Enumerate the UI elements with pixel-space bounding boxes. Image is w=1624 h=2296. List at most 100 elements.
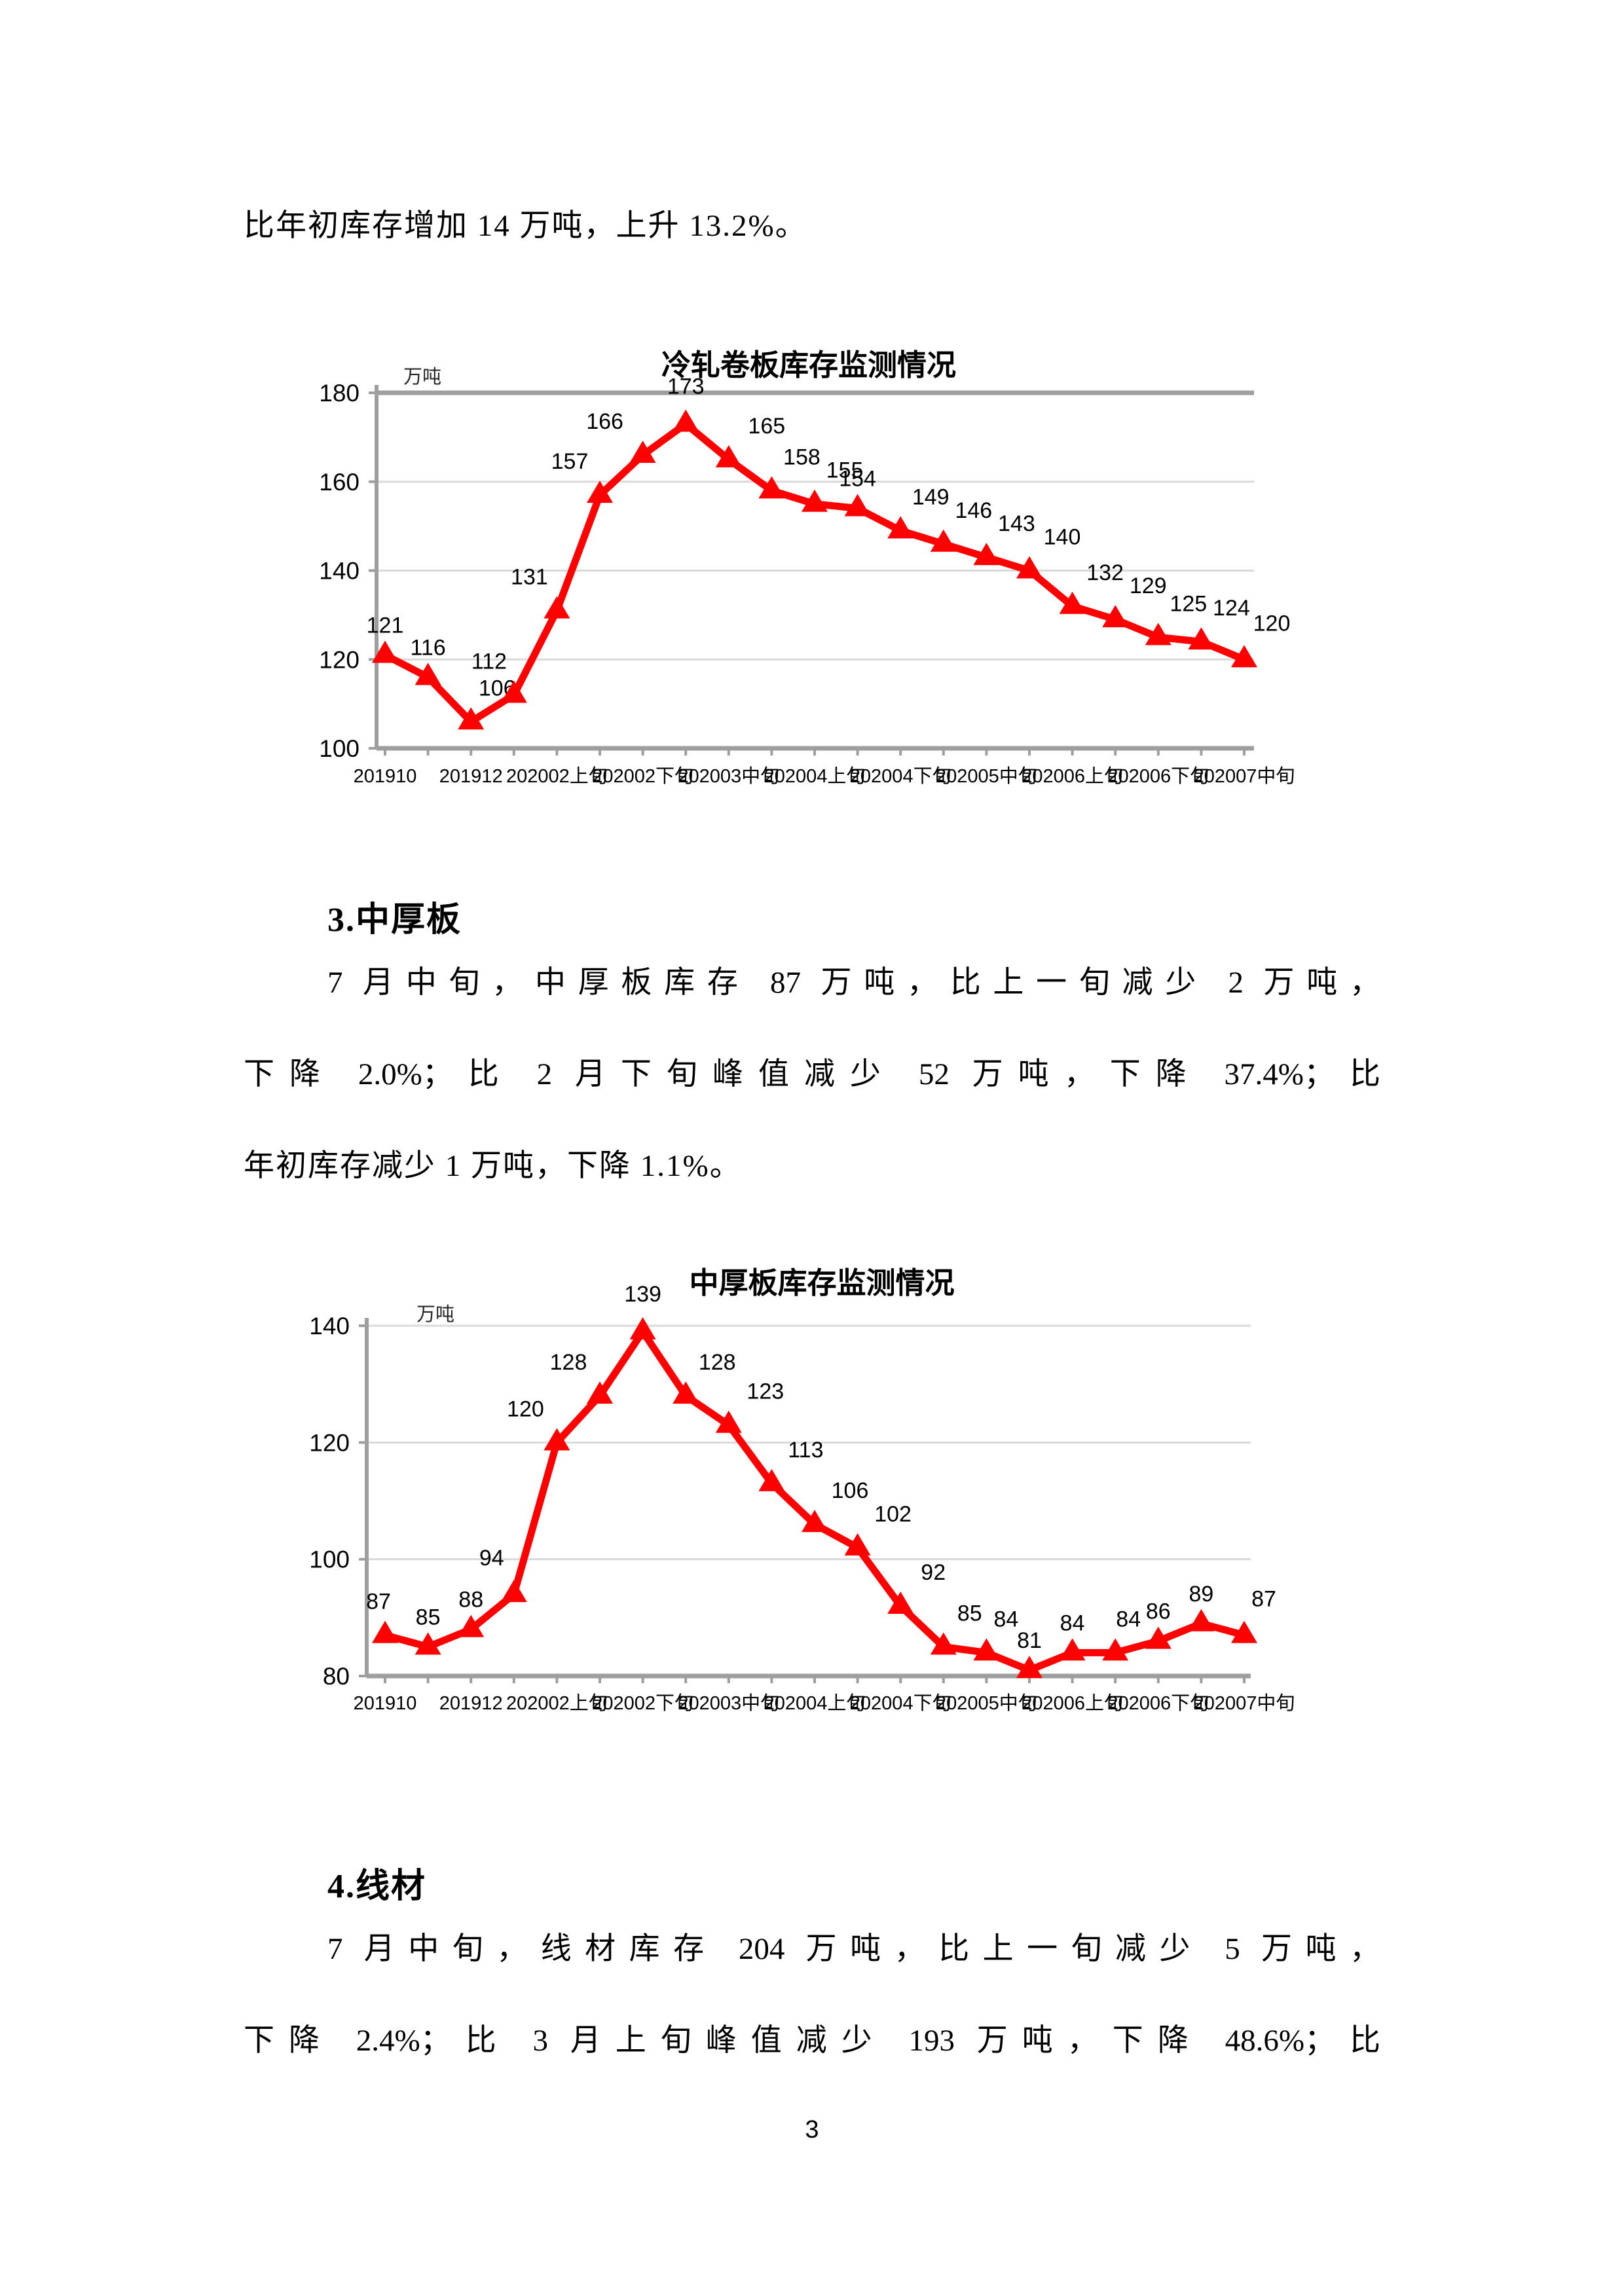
- data-line: [384, 1328, 1246, 1674]
- data-point-label: 128: [699, 1350, 736, 1375]
- data-point-label: 85: [957, 1601, 982, 1626]
- x-tick-label: 202006下旬: [1107, 765, 1209, 787]
- data-point-label: 85: [416, 1605, 441, 1630]
- data-point-marker: [930, 1632, 957, 1655]
- x-tick-label: 202003中旬: [678, 1692, 779, 1714]
- x-tick-label: 202003中旬: [678, 765, 779, 787]
- data-point-marker: [372, 640, 398, 663]
- y-axis-unit-label: 万吨: [416, 1303, 454, 1325]
- data-point-marker: [544, 596, 570, 619]
- data-point-label: 106: [832, 1478, 869, 1503]
- data-point-marker: [1059, 591, 1086, 614]
- data-point-marker: [758, 476, 785, 499]
- y-tick-label: 80: [323, 1663, 350, 1690]
- data-point-label: 128: [550, 1350, 587, 1375]
- data-point-marker: [544, 1428, 570, 1451]
- data-point-label: 173: [667, 374, 705, 399]
- data-point-label: 121: [367, 613, 404, 638]
- data-point-marker: [673, 1381, 699, 1404]
- data-point-label: 84: [1060, 1611, 1085, 1635]
- x-tick-label: 202004下旬: [850, 1692, 951, 1714]
- data-point-label: 157: [551, 449, 589, 474]
- chart-title: 冷轧卷板库存监测情况: [661, 348, 956, 382]
- data-point-marker: [973, 543, 1000, 566]
- data-point-marker: [758, 1468, 785, 1491]
- x-tick-label: 202006上旬: [1022, 1692, 1123, 1714]
- data-point-label: 88: [458, 1588, 483, 1613]
- data-point-marker: [1231, 1620, 1257, 1643]
- data-point-label: 140: [1044, 525, 1081, 550]
- data-point-marker: [1145, 623, 1172, 646]
- data-point-marker: [973, 1638, 1000, 1661]
- data-point-label: 84: [993, 1607, 1018, 1631]
- x-tick-label: 202005中旬: [936, 765, 1037, 787]
- x-tick-label: 202005中旬: [936, 1692, 1037, 1714]
- data-point-label: 113: [788, 1438, 823, 1463]
- data-point-marker: [887, 1592, 914, 1614]
- data-point-marker: [415, 663, 441, 685]
- data-point-label: 132: [1086, 560, 1124, 585]
- y-tick-label: 100: [309, 1546, 350, 1573]
- data-point-marker: [1016, 556, 1043, 579]
- data-point-marker: [1016, 1656, 1043, 1679]
- data-point-marker: [1102, 605, 1129, 628]
- data-point-label: 120: [1253, 611, 1291, 636]
- y-tick-label: 180: [319, 380, 360, 407]
- data-point-marker: [1059, 1638, 1086, 1661]
- y-tick-label: 160: [319, 469, 360, 496]
- chart-title: 中厚板库存监测情况: [689, 1266, 954, 1300]
- x-tick-label: 202002上旬: [506, 765, 608, 787]
- y-axis-unit-label: 万吨: [403, 366, 441, 388]
- data-point-marker: [1145, 1626, 1172, 1649]
- x-tick-label: 202004下旬: [850, 765, 951, 787]
- y-tick-label: 140: [309, 1313, 350, 1339]
- x-tick-label: 201912: [439, 766, 503, 787]
- data-point-marker: [629, 1317, 656, 1339]
- y-tick-label: 100: [319, 735, 360, 762]
- data-point-marker: [844, 1533, 871, 1556]
- data-point-label: 84: [1116, 1607, 1141, 1631]
- data-point-label: 92: [921, 1560, 946, 1585]
- data-point-marker: [802, 489, 828, 512]
- data-point-label: 149: [912, 484, 950, 509]
- section3-paragraph-line1: 7 月中旬，中厚板库存 87 万吨，比上一旬减少 2 万吨，: [327, 966, 1380, 1000]
- data-point-label: 165: [748, 414, 785, 439]
- data-point-label: 124: [1213, 596, 1250, 621]
- data-point-label: 94: [479, 1546, 504, 1571]
- section4-paragraph-line2: 下降 2.4%；比 3 月上旬峰值减少 193 万吨，下降 48.6%；比: [244, 2024, 1380, 2058]
- x-tick-label: 202004上旬: [764, 1692, 866, 1714]
- data-point-marker: [1102, 1638, 1129, 1661]
- data-point-label: 158: [783, 445, 821, 469]
- section4-heading: 4.线材: [327, 1868, 427, 1905]
- data-point-marker: [415, 1632, 441, 1655]
- x-tick-label: 201910: [354, 1693, 417, 1714]
- data-point-label: 131: [511, 565, 548, 590]
- x-tick-label: 202007中旬: [1194, 765, 1295, 787]
- data-point-label: 112: [471, 649, 507, 674]
- data-point-marker: [372, 1620, 398, 1643]
- data-point-marker: [715, 445, 742, 467]
- data-point-marker: [458, 1614, 485, 1637]
- data-point-marker: [930, 529, 957, 552]
- x-tick-label: 202006下旬: [1107, 1692, 1209, 1714]
- x-tick-label: 202002下旬: [592, 1692, 693, 1714]
- data-point-marker: [458, 707, 485, 730]
- section3-heading: 3.中厚板: [327, 902, 462, 939]
- x-tick-label: 202004上旬: [764, 765, 866, 787]
- y-tick-label: 140: [319, 558, 360, 585]
- x-tick-label: 202006上旬: [1022, 765, 1123, 787]
- y-tick-label: 120: [319, 646, 360, 673]
- data-point-label: 123: [747, 1379, 784, 1404]
- data-point-marker: [1188, 1609, 1215, 1631]
- data-point-label: 87: [366, 1590, 391, 1614]
- data-point-label: 139: [624, 1282, 661, 1307]
- y-tick-label: 120: [309, 1429, 350, 1456]
- x-tick-label: 201912: [439, 1693, 503, 1714]
- data-point-label: 125: [1170, 591, 1207, 616]
- data-point-marker: [629, 441, 656, 464]
- x-tick-label: 202002下旬: [592, 765, 693, 787]
- data-point-marker: [587, 1381, 613, 1404]
- data-point-marker: [844, 494, 871, 517]
